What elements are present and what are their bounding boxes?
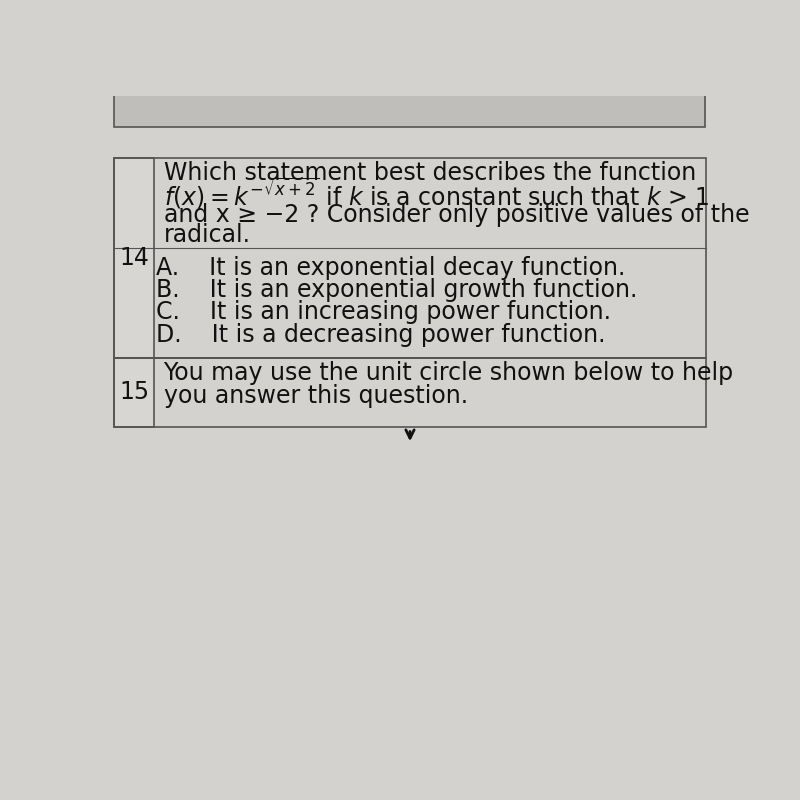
Text: B.    It is an exponential growth function.: B. It is an exponential growth function. — [156, 278, 637, 302]
Text: and x ≥ −2 ? Consider only positive values of the: and x ≥ −2 ? Consider only positive valu… — [163, 202, 749, 226]
Bar — [114, 85, 705, 126]
Text: Which statement best describes the function: Which statement best describes the funct… — [163, 161, 696, 185]
Bar — [114, 358, 154, 427]
Bar — [114, 158, 706, 358]
Text: C.    It is an increasing power function.: C. It is an increasing power function. — [156, 300, 611, 324]
Text: You may use the unit circle shown below to help: You may use the unit circle shown below … — [163, 362, 734, 385]
Text: radical.: radical. — [163, 223, 250, 247]
Text: 15: 15 — [119, 381, 149, 405]
Text: you answer this question.: you answer this question. — [163, 384, 468, 408]
Bar — [114, 158, 154, 358]
Text: 14: 14 — [119, 246, 149, 270]
Text: $f(x) = k^{-\sqrt{x+2}}$ if $k$ is a constant such that $k$ > 1: $f(x) = k^{-\sqrt{x+2}}$ if $k$ is a con… — [163, 176, 709, 211]
Text: D.    It is a decreasing power function.: D. It is a decreasing power function. — [156, 322, 606, 346]
Bar — [114, 358, 706, 427]
Text: A.    It is an exponential decay function.: A. It is an exponential decay function. — [156, 256, 625, 280]
